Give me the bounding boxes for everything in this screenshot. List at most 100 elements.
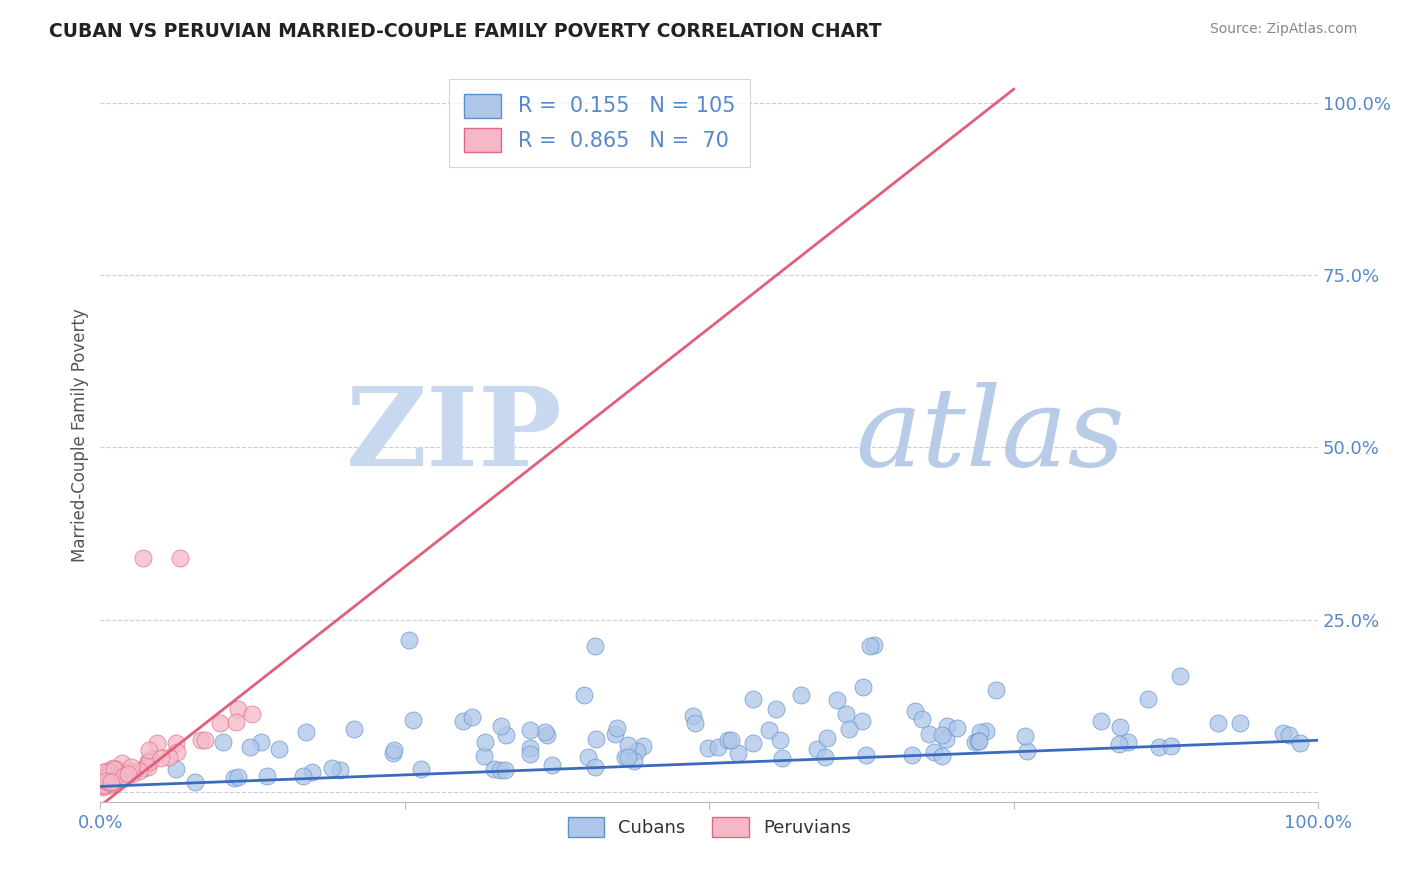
Point	[967, 734, 990, 748]
Point	[1168, 669, 1191, 683]
Point	[93, 778, 115, 792]
Point	[482, 762, 505, 776]
Point	[495, 728, 517, 742]
Point	[104, 769, 127, 783]
Point	[922, 745, 945, 759]
Point	[226, 702, 249, 716]
Point	[100, 775, 122, 789]
Point	[606, 721, 628, 735]
Point	[97, 764, 120, 779]
Point	[110, 756, 132, 771]
Point	[1137, 692, 1160, 706]
Point	[936, 719, 959, 733]
Point	[685, 716, 707, 731]
Point	[742, 692, 765, 706]
Point	[603, 726, 626, 740]
Point	[409, 762, 432, 776]
Point	[935, 731, 957, 746]
Point	[225, 715, 247, 730]
Point	[138, 743, 160, 757]
Point	[720, 733, 742, 747]
Point	[974, 724, 997, 739]
Point	[136, 760, 159, 774]
Point	[770, 751, 793, 765]
Point	[301, 764, 323, 779]
Point	[108, 770, 131, 784]
Point	[91, 780, 114, 794]
Point	[1289, 736, 1312, 750]
Point	[120, 764, 142, 778]
Point	[226, 770, 249, 784]
Point	[165, 736, 187, 750]
Point	[901, 747, 924, 762]
Point	[321, 761, 343, 775]
Text: ZIP: ZIP	[346, 382, 564, 489]
Point	[1116, 735, 1139, 749]
Point	[967, 734, 990, 748]
Point	[382, 743, 405, 757]
Point	[863, 639, 886, 653]
Point	[294, 725, 316, 739]
Point	[103, 762, 125, 776]
Point	[150, 751, 173, 765]
Point	[474, 734, 496, 748]
Point	[105, 771, 128, 785]
Point	[1090, 714, 1112, 728]
Point	[381, 746, 404, 760]
Point	[209, 715, 232, 730]
Point	[91, 776, 114, 790]
Point	[97, 777, 120, 791]
Point	[250, 735, 273, 749]
Point	[585, 732, 607, 747]
Point	[616, 739, 638, 753]
Point	[91, 766, 114, 780]
Point	[184, 774, 207, 789]
Point	[96, 767, 118, 781]
Point	[100, 774, 122, 789]
Point	[112, 769, 135, 783]
Point	[706, 740, 728, 755]
Point	[1229, 716, 1251, 731]
Point	[222, 771, 245, 785]
Point	[101, 769, 124, 783]
Point	[986, 682, 1008, 697]
Point	[165, 762, 187, 776]
Point	[103, 773, 125, 788]
Point	[519, 747, 541, 762]
Y-axis label: Married-Couple Family Poverty: Married-Couple Family Poverty	[72, 309, 89, 562]
Point	[343, 722, 366, 736]
Point	[132, 550, 155, 565]
Text: atlas: atlas	[855, 382, 1125, 489]
Point	[815, 731, 838, 745]
Point	[918, 727, 941, 741]
Point	[519, 723, 541, 737]
Point	[100, 775, 122, 789]
Point	[519, 741, 541, 756]
Point	[536, 728, 558, 742]
Point	[727, 747, 749, 761]
Point	[534, 725, 557, 739]
Point	[110, 772, 132, 786]
Legend: Cubans, Peruvians: Cubans, Peruvians	[561, 809, 858, 845]
Point	[256, 769, 278, 783]
Point	[107, 770, 129, 784]
Point	[269, 742, 291, 756]
Point	[806, 742, 828, 756]
Point	[472, 749, 495, 764]
Point	[790, 688, 813, 702]
Point	[97, 775, 120, 789]
Point	[583, 639, 606, 653]
Point	[105, 767, 128, 781]
Point	[631, 739, 654, 754]
Point	[136, 755, 159, 769]
Point	[494, 763, 516, 777]
Point	[91, 778, 114, 792]
Point	[1278, 728, 1301, 742]
Point	[101, 766, 124, 780]
Point	[138, 755, 160, 769]
Point	[617, 750, 640, 764]
Point	[825, 692, 848, 706]
Point	[121, 766, 143, 780]
Point	[931, 728, 953, 742]
Text: Source: ZipAtlas.com: Source: ZipAtlas.com	[1209, 22, 1357, 37]
